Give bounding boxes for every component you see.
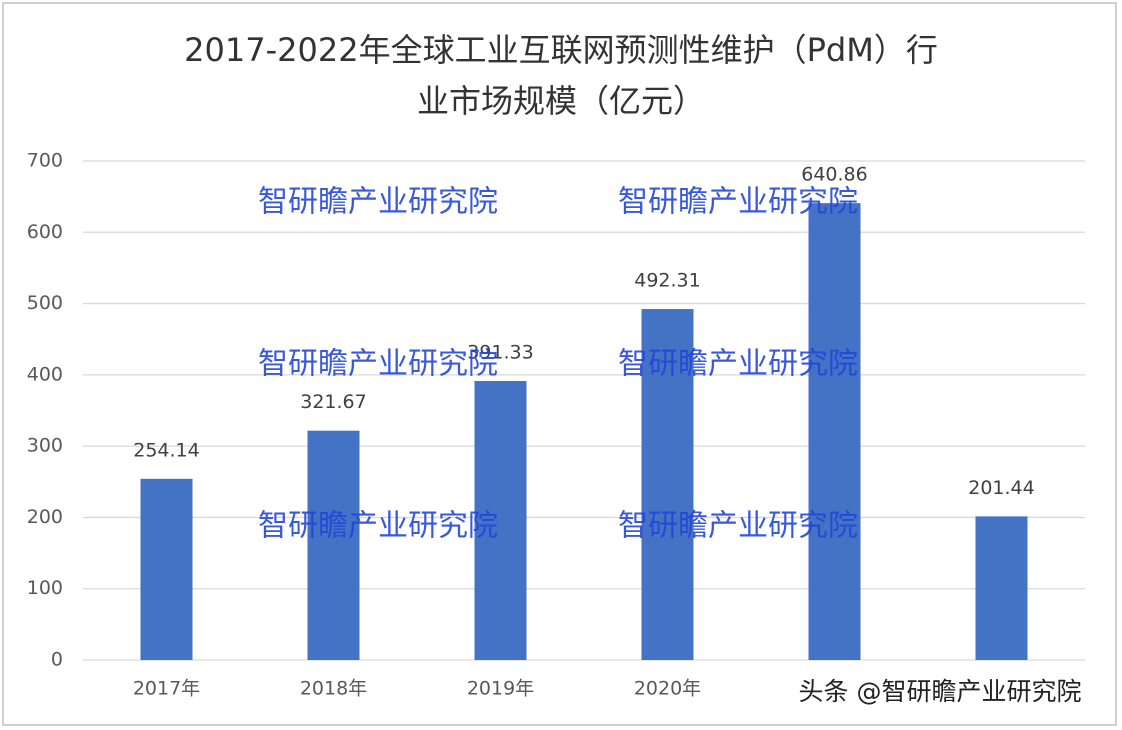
y-tick-label: 200 — [27, 506, 63, 528]
value-label: 492.31 — [634, 270, 700, 292]
value-label: 640.86 — [801, 164, 867, 186]
chart-title: 业市场规模（亿元） — [417, 82, 705, 120]
bar — [307, 430, 360, 660]
watermark: 智研瞻产业研究院 — [618, 509, 858, 544]
footer-watermark: 头条 @智研瞻产业研究院 — [799, 677, 1082, 706]
bar — [641, 309, 694, 660]
bar — [808, 203, 861, 660]
x-tick-label: 2019年 — [467, 678, 534, 700]
y-tick-label: 600 — [27, 221, 63, 243]
x-tick-label: 2017年 — [133, 678, 200, 700]
value-label: 391.33 — [467, 342, 533, 364]
chart-title: 2017-2022年全球工业互联网预测性维护（PdM）行 — [184, 31, 938, 69]
y-tick-label: 400 — [27, 363, 63, 385]
bar — [474, 381, 527, 660]
value-label: 201.44 — [968, 477, 1034, 499]
y-tick-label: 700 — [27, 150, 63, 172]
y-tick-label: 500 — [27, 292, 63, 314]
watermark: 智研瞻产业研究院 — [618, 347, 858, 382]
x-tick-label: 2020年 — [634, 678, 701, 700]
watermark: 智研瞻产业研究院 — [258, 509, 498, 544]
bar — [140, 478, 193, 660]
x-tick-label: 2018年 — [300, 678, 367, 700]
watermark: 智研瞻产业研究院 — [258, 347, 498, 382]
bar — [975, 516, 1028, 660]
y-tick-label: 100 — [27, 577, 63, 599]
watermark: 智研瞻产业研究院 — [618, 185, 858, 220]
watermark: 智研瞻产业研究院 — [258, 185, 498, 220]
value-label: 254.14 — [133, 439, 199, 461]
y-tick-label: 0 — [51, 649, 63, 671]
y-tick-label: 300 — [27, 435, 63, 457]
value-label: 321.67 — [300, 391, 366, 413]
